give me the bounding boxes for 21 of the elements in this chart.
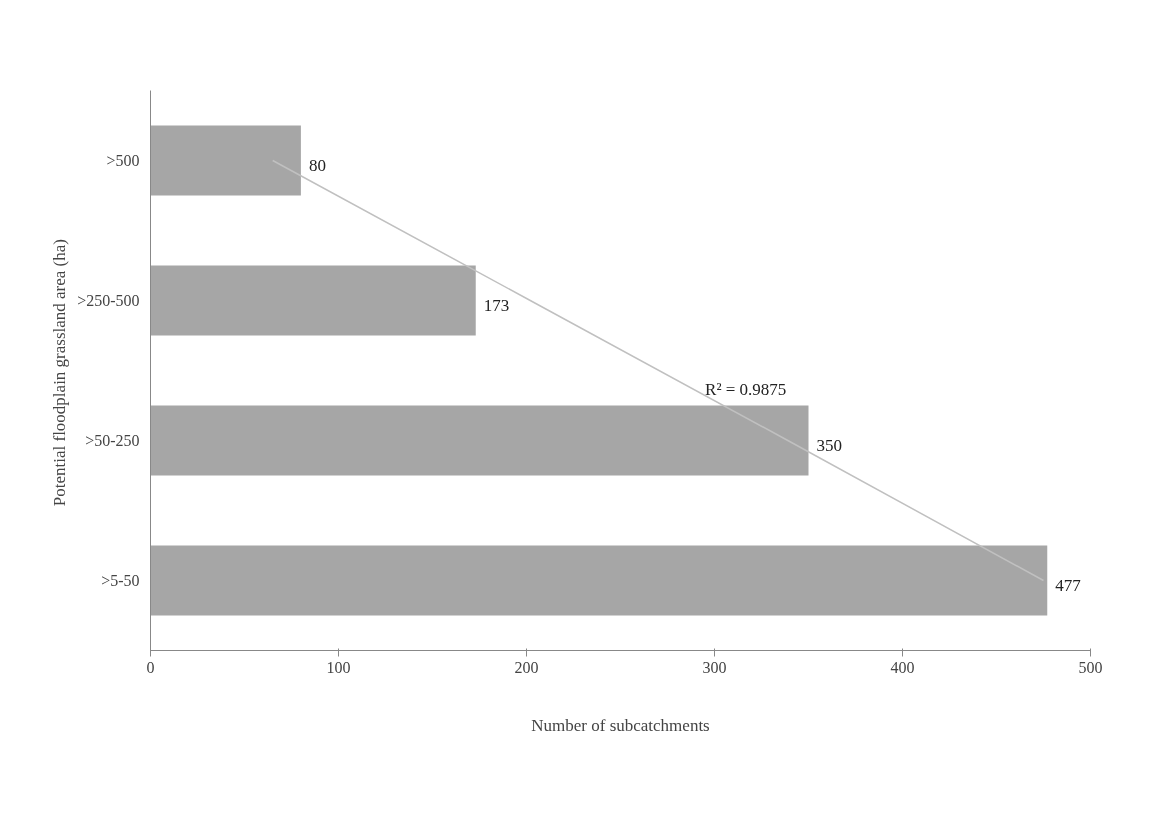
data-label: 173 [483,295,510,315]
annotation: R² = 0.9875 [705,379,787,399]
x-tick-label: 100 [326,658,351,676]
data-label: 477 [1055,575,1082,595]
x-tick-label: 500 [1078,658,1103,676]
x-tick-label: 0 [146,658,155,676]
y-tick-label: >250-500 [77,292,140,309]
bar [150,125,301,196]
x-axis-title: Number of subcatchments [531,715,710,735]
data-label: 350 [816,435,842,455]
data-label: 80 [308,155,326,175]
y-axis-title: Potential floodplain grassland area (ha) [50,239,70,507]
bar [150,405,809,476]
bar [150,545,1048,616]
bar [150,265,476,336]
y-tick-label: >500 [106,152,140,169]
x-tick-label: 200 [514,658,539,676]
x-tick-label: 300 [702,658,727,676]
y-tick-label: >5-50 [101,572,140,589]
x-tick-label: 400 [890,658,915,676]
y-tick-label: >50-250 [85,432,140,449]
